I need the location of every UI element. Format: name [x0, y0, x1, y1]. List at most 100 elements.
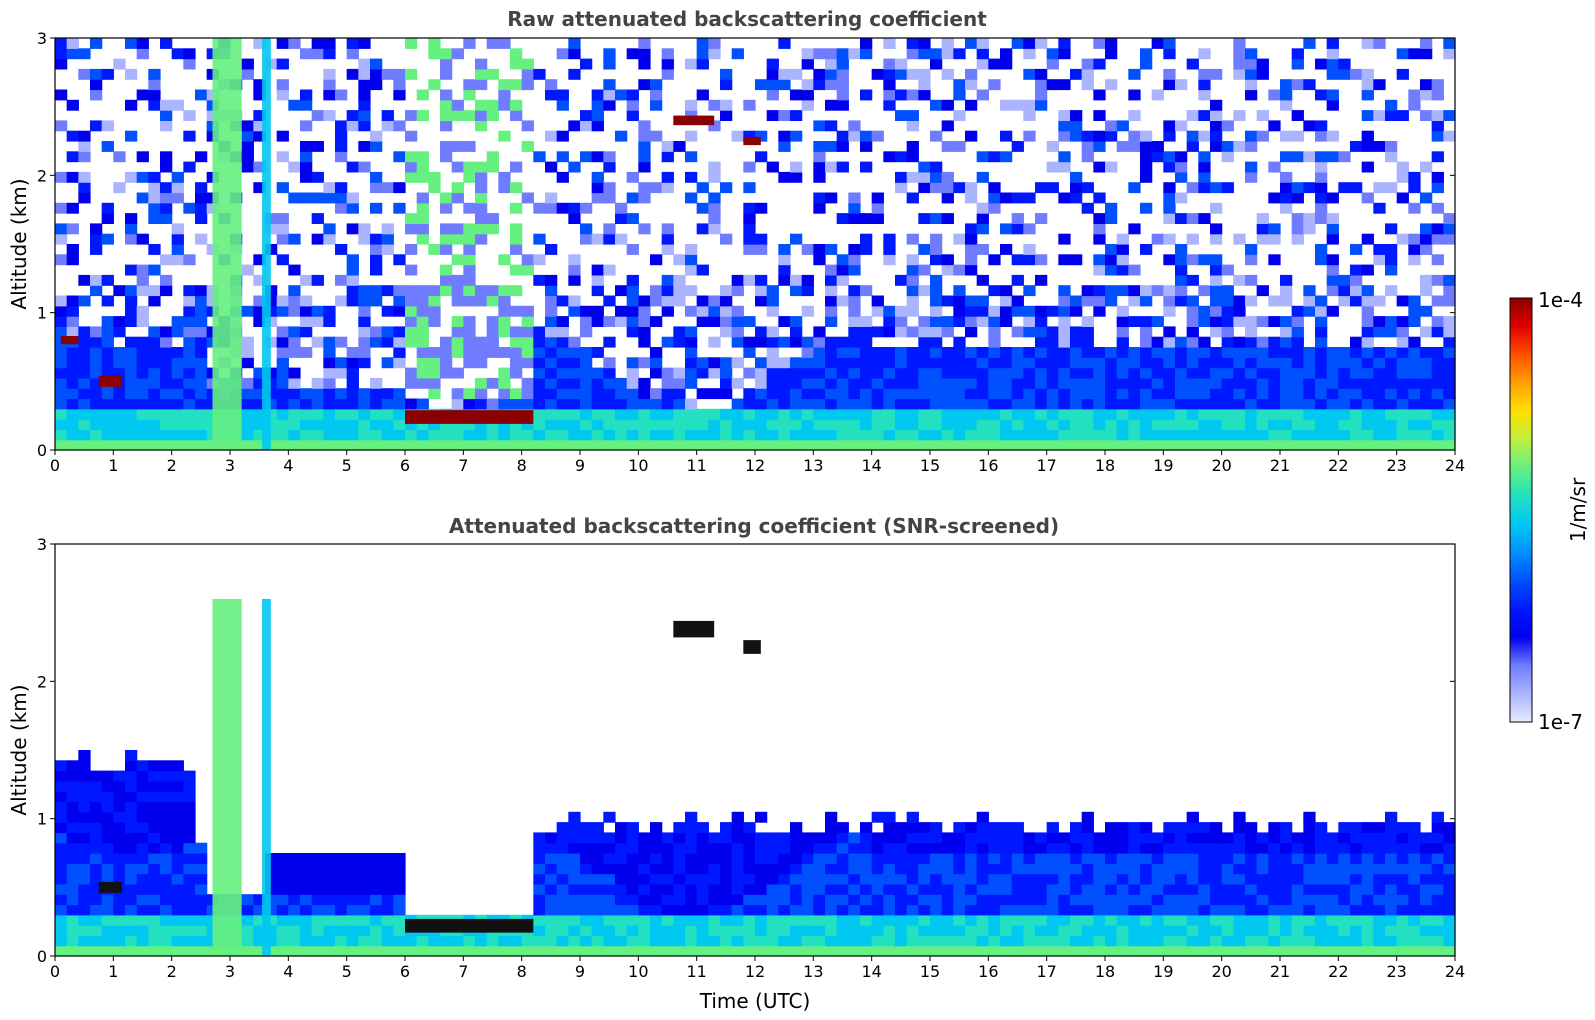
heatmap-cell [661, 935, 674, 947]
heatmap-cell [1210, 863, 1223, 875]
heatmap-cell [906, 873, 919, 885]
heatmap-cell [1011, 377, 1024, 389]
heatmap-cell [1186, 377, 1199, 389]
heatmap-cell [1385, 408, 1398, 420]
heatmap-cell [1256, 408, 1269, 420]
heatmap-cell [1221, 408, 1234, 420]
heatmap-cell [626, 408, 639, 420]
heatmap-cell [148, 244, 161, 255]
heatmap-cell [801, 842, 814, 854]
heatmap-cell [1431, 233, 1444, 245]
heatmap-cell [1011, 141, 1024, 152]
heatmap-cell [1326, 408, 1339, 420]
heatmap-cell [603, 935, 616, 947]
heatmap-cell [1116, 842, 1129, 854]
heatmap-cell [113, 791, 126, 803]
heatmap-cell [1070, 894, 1083, 906]
x-tick-label: 23 [1386, 456, 1406, 475]
heatmap-cell [463, 398, 476, 410]
heatmap-cell [545, 357, 558, 369]
heatmap-cell [988, 842, 1001, 854]
heatmap-cell [66, 832, 79, 844]
heatmap-cell [1280, 295, 1293, 307]
heatmap-cell [568, 873, 581, 885]
heatmap-cell [1315, 305, 1328, 317]
heatmap-cell [241, 336, 254, 348]
heatmap-cell [1221, 439, 1234, 451]
heatmap-cell [906, 419, 919, 430]
heatmap-cell [708, 945, 721, 957]
heatmap-cell [195, 863, 208, 875]
heatmap-cell [1280, 822, 1293, 833]
heatmap-cell [696, 894, 709, 906]
heatmap-cell [1210, 316, 1223, 327]
heatmap-cell [136, 439, 149, 451]
heatmap-cell [603, 192, 616, 204]
heatmap-cell [288, 439, 301, 451]
heatmap-cell [475, 935, 488, 947]
heatmap-cell [1315, 151, 1328, 163]
heatmap-cell [638, 151, 651, 163]
heatmap-cell [498, 367, 511, 379]
heatmap-cell [836, 388, 849, 400]
heatmap-cell [976, 223, 989, 235]
heatmap-cell [78, 863, 91, 875]
heatmap-cell [1245, 904, 1258, 916]
heatmap-cell [1280, 274, 1293, 286]
heatmap-cell [416, 295, 429, 307]
heatmap-cell [265, 305, 278, 317]
heatmap-cell [1303, 408, 1316, 420]
heatmap-cell [813, 171, 826, 183]
cloud-layer [60, 336, 79, 345]
heatmap-cell [241, 68, 254, 80]
heatmap-cell [440, 429, 453, 441]
x-tick-label: 0 [50, 456, 60, 475]
heatmap-cell [696, 945, 709, 957]
heatmap-cell [405, 110, 418, 121]
heatmap-cell [556, 336, 569, 348]
heatmap-cell [1163, 873, 1176, 885]
heatmap-cell [1023, 925, 1036, 936]
heatmap-cell [90, 863, 103, 875]
heatmap-cell [1431, 110, 1444, 121]
heatmap-cell [1315, 853, 1328, 864]
heatmap-cell [1210, 110, 1223, 121]
heatmap-cell [1385, 439, 1398, 451]
heatmap-cell [416, 161, 429, 173]
heatmap-cell [918, 161, 931, 173]
heatmap-cell [883, 398, 896, 410]
heatmap-cell [1408, 925, 1421, 936]
x-tick-label: 21 [1270, 456, 1290, 475]
heatmap-cell [1210, 233, 1223, 245]
heatmap-cell [1023, 408, 1036, 420]
heatmap-cell [171, 439, 184, 451]
heatmap-cell [801, 439, 814, 451]
heatmap-cell [90, 336, 103, 348]
heatmap-cell [1175, 357, 1188, 369]
heatmap-cell [1058, 316, 1071, 327]
heatmap-cell [1023, 873, 1036, 885]
heatmap-cell [941, 904, 954, 916]
heatmap-cell [1093, 904, 1106, 916]
heatmap-cell [160, 883, 173, 895]
heatmap-cell [1186, 873, 1199, 885]
heatmap-cell [848, 883, 861, 895]
heatmap-cell [1046, 305, 1059, 317]
heatmap-cell [323, 347, 336, 358]
heatmap-cell [323, 904, 336, 916]
heatmap-cell [393, 429, 406, 441]
heatmap-cell [1280, 151, 1293, 163]
heatmap-cell [1338, 822, 1351, 833]
heatmap-cell [1093, 58, 1106, 70]
heatmap-cell [813, 151, 826, 163]
heatmap-cell [1023, 388, 1036, 400]
heatmap-cell [988, 377, 1001, 389]
heatmap-cell [661, 853, 674, 864]
heatmap-cell [265, 388, 278, 400]
heatmap-cell [1035, 904, 1048, 916]
heatmap-cell [965, 38, 978, 49]
heatmap-cell [685, 832, 698, 844]
heatmap-cell [533, 429, 546, 441]
heatmap-cell [381, 945, 394, 957]
heatmap-cell [1058, 419, 1071, 430]
